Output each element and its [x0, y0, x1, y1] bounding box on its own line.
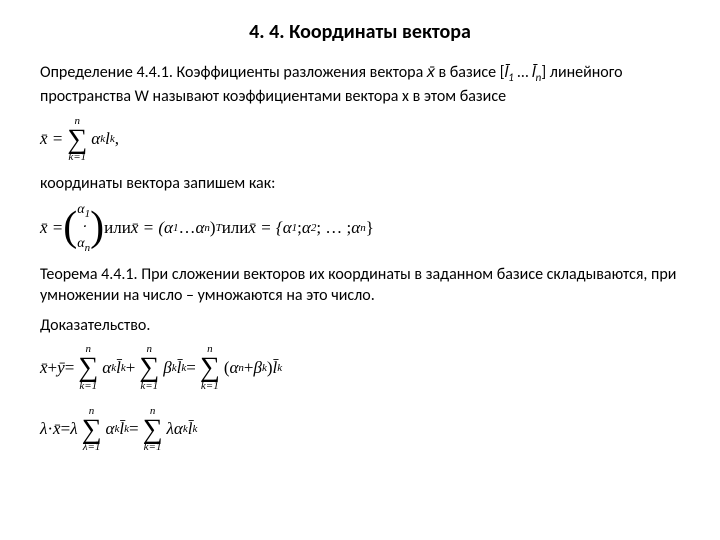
paren-right-icon: ) — [90, 211, 104, 245]
eq4-a2: α — [174, 419, 183, 439]
col-bot: α — [77, 236, 84, 251]
theorem-paragraph: Теорема 4.4.1. При сложении векторов их … — [40, 264, 680, 307]
eq3-a: α — [102, 358, 111, 378]
eq2-close3: } — [366, 218, 374, 238]
eq2-dots: … — [178, 218, 195, 238]
definition-label: Определение 4.4.1. — [40, 63, 173, 82]
eq4-eq: = — [61, 419, 71, 439]
col-top: α — [77, 202, 84, 217]
eq1-term: αklk, — [91, 129, 119, 149]
eq3-s2b: k=1 — [140, 381, 158, 392]
eq3-b: β — [163, 358, 171, 378]
eq3-l3-sub: k — [277, 362, 282, 374]
equation-3: x̄ + ȳ = n ∑ k=1 αkl̄k + n ∑ k=1 βkl̄k =… — [40, 344, 680, 391]
eq3-sum1: n ∑ k=1 — [78, 344, 98, 391]
def-text-basis: в базисе — [435, 63, 500, 82]
theorem-label: Теорема 4.4.1. — [40, 265, 138, 284]
eq2-a1: α — [164, 218, 173, 238]
eq2-sn: α — [351, 218, 360, 238]
eq3-eq: = — [65, 358, 75, 378]
paren-left-icon: ( — [63, 211, 77, 245]
col-mid: ⋅ — [81, 220, 85, 235]
eq3-y: ȳ — [57, 358, 65, 378]
eq4-lambda3: λ — [167, 419, 174, 439]
eq3-plus3: + — [244, 358, 254, 378]
eq3-x: x̄ — [40, 358, 48, 378]
eq2-x3: x̄ = { — [248, 218, 282, 238]
eq1-comma: , — [115, 129, 119, 149]
eq3-eq2: = — [186, 358, 196, 378]
eq4-lambda: λ — [40, 419, 47, 439]
eq3-sum2: n ∑ k=1 — [139, 344, 159, 391]
definition-paragraph: Определение 4.4.1. Коэффициенты разложен… — [40, 62, 680, 108]
def-text-1: Коэффициенты разложения вектора — [173, 63, 427, 82]
def-vector-x: x̄ — [427, 63, 435, 82]
sigma-icon: ∑ — [67, 127, 87, 152]
eq3-bk: β — [254, 358, 262, 378]
eq2-s2: α — [302, 218, 311, 238]
eq1-lhs: x̄ = — [40, 129, 63, 149]
eq2-lhs: x̄ = — [40, 218, 63, 238]
eq4-lambda2: λ — [70, 419, 77, 439]
eq1-sum-bot: k=1 — [68, 152, 86, 163]
eq4-l2-sub: k — [192, 423, 197, 435]
eq4-sum1: n ∑ λ=1 — [82, 406, 102, 453]
eq2-an: α — [195, 218, 204, 238]
eq4-eq2: = — [129, 419, 139, 439]
eq2-sep2: ; … ; — [316, 218, 351, 238]
eq1-alpha: α — [91, 129, 100, 149]
equation-4: λ · x̄ = λ n ∑ λ=1 αkl̄k = n ∑ k=1 λαkl̄… — [40, 406, 680, 453]
eq4-s2b: k=1 — [144, 442, 162, 453]
paragraph-2: координаты вектора запишем как: — [40, 173, 680, 195]
eq4-a: α — [106, 419, 115, 439]
page-title: 4. 4. Координаты вектора — [40, 20, 680, 44]
equation-1: x̄ = n ∑ k=1 αklk, — [40, 116, 680, 163]
eq3-an: α — [229, 358, 238, 378]
eq2-x2: x̄ = ( — [131, 218, 164, 238]
sigma-icon: ∑ — [200, 355, 220, 380]
eq4-sum2: n ∑ k=1 — [143, 406, 163, 453]
col-inner: α1 ⋅ αn — [77, 202, 90, 253]
eq2-or2: или — [222, 218, 249, 238]
sigma-icon: ∑ — [143, 417, 163, 442]
eq3-s1b: k=1 — [79, 381, 97, 392]
eq3-s3b: k=1 — [201, 381, 219, 392]
sigma-icon: ∑ — [139, 355, 159, 380]
sigma-icon: ∑ — [78, 355, 98, 380]
eq1-sum: n ∑ k=1 — [67, 116, 87, 163]
eq3-plus2: + — [126, 358, 136, 378]
basis-dots: … — [514, 63, 532, 82]
eq2-s1: α — [283, 218, 292, 238]
eq2-column-vector: ( α1 ⋅ αn ) — [63, 202, 104, 253]
eq3-plus: + — [48, 358, 58, 378]
equation-2: x̄ = ( α1 ⋅ αn ) или x̄ = (α1 … αn)T или… — [40, 202, 680, 253]
eq4-x: x̄ — [53, 419, 61, 439]
eq2-or1: или — [104, 218, 131, 238]
eq3-sum3: n ∑ k=1 — [200, 344, 220, 391]
sigma-icon: ∑ — [82, 417, 102, 442]
eq4-s1b: λ=1 — [83, 442, 101, 453]
proof-label: Доказательство. — [40, 315, 680, 337]
